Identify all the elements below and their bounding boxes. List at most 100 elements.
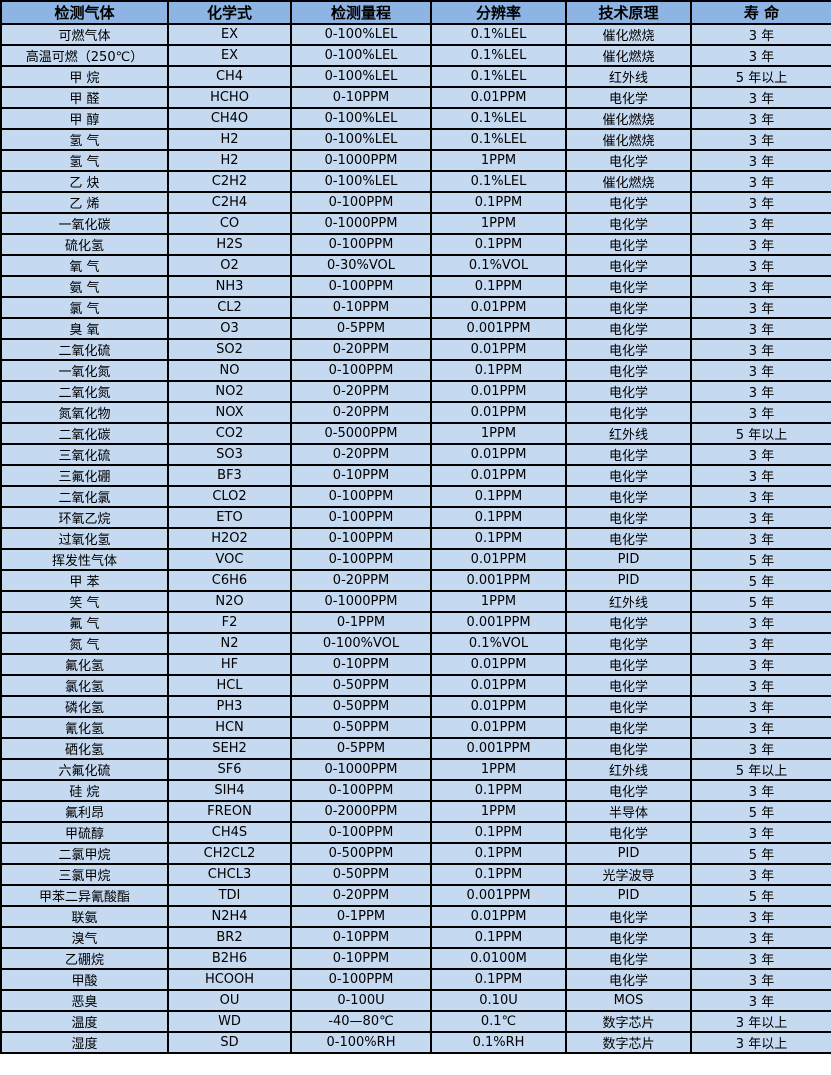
- cell-lifespan: 5 年以上: [690, 758, 831, 781]
- cell-detection-range: 0-10PPM: [290, 653, 432, 676]
- cell-resolution: 0.01PPM: [430, 905, 567, 928]
- cell-detection-range: 0-1000PPM: [290, 590, 432, 613]
- cell-lifespan: 3 年: [690, 506, 831, 529]
- cell-detection-range: 0-50PPM: [290, 863, 432, 886]
- cell-detection-range: 0-100%LEL: [290, 44, 432, 67]
- cell-lifespan: 3 年: [690, 821, 831, 844]
- cell-lifespan: 3 年: [690, 443, 831, 466]
- table-row: 氢 气 H2 0-1000PPM 1PPM 电化学 3 年: [0, 149, 831, 172]
- cell-resolution: 0.1℃: [430, 1010, 567, 1033]
- cell-technical-principle: 电化学: [565, 296, 692, 319]
- cell-resolution: 1PPM: [430, 422, 567, 445]
- table-row: 一氧化碳 CO 0-1000PPM 1PPM 电化学 3 年: [0, 212, 831, 235]
- cell-technical-principle: 半导体: [565, 800, 692, 823]
- cell-gas-name: 硒化氢: [0, 737, 169, 760]
- cell-gas-name: 三氯甲烷: [0, 863, 169, 886]
- cell-detection-range: 0-100PPM: [290, 233, 432, 256]
- cell-technical-principle: 电化学: [565, 695, 692, 718]
- cell-resolution: 0.01PPM: [430, 548, 567, 571]
- table-row: 过氧化氢 H2O2 0-100PPM 0.1PPM 电化学 3 年: [0, 527, 831, 550]
- cell-gas-name: 甲苯二异氰酸酯: [0, 884, 169, 907]
- table-row: 甲 醇 CH4O 0-100%LEL 0.1%LEL 催化燃烧 3 年: [0, 107, 831, 130]
- cell-technical-principle: 红外线: [565, 590, 692, 613]
- cell-resolution: 0.01PPM: [430, 86, 567, 109]
- cell-lifespan: 5 年: [690, 590, 831, 613]
- cell-lifespan: 3 年: [690, 716, 831, 739]
- table-row: 氯化氢 HCL 0-50PPM 0.01PPM 电化学 3 年: [0, 674, 831, 697]
- cell-lifespan: 3 年: [690, 23, 831, 46]
- cell-chemical-formula: H2: [167, 128, 292, 151]
- cell-technical-principle: 电化学: [565, 86, 692, 109]
- cell-lifespan: 3 年: [690, 317, 831, 340]
- table-row: 恶臭 OU 0-100U 0.10U MOS 3 年: [0, 989, 831, 1012]
- table-row: 二氧化氮 NO2 0-20PPM 0.01PPM 电化学 3 年: [0, 380, 831, 403]
- cell-gas-name: 三氟化硼: [0, 464, 169, 487]
- cell-lifespan: 3 年: [690, 926, 831, 949]
- cell-lifespan: 5 年以上: [690, 65, 831, 88]
- cell-lifespan: 3 年: [690, 737, 831, 760]
- cell-resolution: 0.1%LEL: [430, 65, 567, 88]
- cell-chemical-formula: C2H4: [167, 191, 292, 214]
- cell-gas-name: 二氯甲烷: [0, 842, 169, 865]
- table-row: 笑 气 N2O 0-1000PPM 1PPM 红外线 5 年: [0, 590, 831, 613]
- cell-technical-principle: PID: [565, 842, 692, 865]
- table-row: 臭 氧 O3 0-5PPM 0.001PPM 电化学 3 年: [0, 317, 831, 340]
- cell-lifespan: 3 年: [690, 611, 831, 634]
- cell-detection-range: 0-10PPM: [290, 947, 432, 970]
- cell-chemical-formula: N2O: [167, 590, 292, 613]
- cell-chemical-formula: CH4: [167, 65, 292, 88]
- table-row: 氢 气 H2 0-100%LEL 0.1%LEL 催化燃烧 3 年: [0, 128, 831, 151]
- cell-chemical-formula: SIH4: [167, 779, 292, 802]
- cell-gas-name: 二氧化氮: [0, 380, 169, 403]
- cell-resolution: 0.01PPM: [430, 443, 567, 466]
- cell-detection-range: 0-100PPM: [290, 359, 432, 382]
- cell-detection-range: 0-100%LEL: [290, 128, 432, 151]
- cell-technical-principle: 电化学: [565, 401, 692, 424]
- cell-lifespan: 5 年: [690, 548, 831, 571]
- cell-detection-range: 0-100PPM: [290, 968, 432, 991]
- cell-detection-range: 0-500PPM: [290, 842, 432, 865]
- cell-chemical-formula: HF: [167, 653, 292, 676]
- cell-resolution: 1PPM: [430, 758, 567, 781]
- cell-detection-range: 0-10PPM: [290, 464, 432, 487]
- cell-detection-range: 0-20PPM: [290, 569, 432, 592]
- cell-chemical-formula: HCHO: [167, 86, 292, 109]
- cell-detection-range: 0-20PPM: [290, 338, 432, 361]
- cell-detection-range: 0-100PPM: [290, 485, 432, 508]
- cell-detection-range: 0-10PPM: [290, 926, 432, 949]
- cell-gas-name: 甲 烷: [0, 65, 169, 88]
- cell-lifespan: 3 年: [690, 170, 831, 193]
- cell-chemical-formula: O3: [167, 317, 292, 340]
- cell-detection-range: 0-20PPM: [290, 401, 432, 424]
- cell-detection-range: 0-100PPM: [290, 527, 432, 550]
- cell-technical-principle: 电化学: [565, 716, 692, 739]
- cell-lifespan: 3 年: [690, 527, 831, 550]
- cell-detection-range: 0-100PPM: [290, 506, 432, 529]
- cell-gas-name: 乙 炔: [0, 170, 169, 193]
- cell-chemical-formula: CLO2: [167, 485, 292, 508]
- cell-technical-principle: 催化燃烧: [565, 44, 692, 67]
- cell-detection-range: 0-10PPM: [290, 86, 432, 109]
- cell-lifespan: 3 年: [690, 653, 831, 676]
- cell-technical-principle: 电化学: [565, 485, 692, 508]
- table-row: 联氨 N2H4 0-1PPM 0.01PPM 电化学 3 年: [0, 905, 831, 928]
- cell-technical-principle: 电化学: [565, 317, 692, 340]
- cell-chemical-formula: CH4S: [167, 821, 292, 844]
- cell-lifespan: 3 年: [690, 149, 831, 172]
- cell-technical-principle: 催化燃烧: [565, 170, 692, 193]
- cell-detection-range: 0-100%RH: [290, 1031, 432, 1054]
- table-row: 硅 烷 SIH4 0-100PPM 0.1PPM 电化学 3 年: [0, 779, 831, 802]
- cell-lifespan: 5 年: [690, 569, 831, 592]
- cell-resolution: 0.01PPM: [430, 464, 567, 487]
- cell-gas-name: 硫化氢: [0, 233, 169, 256]
- cell-technical-principle: 电化学: [565, 653, 692, 676]
- table-row: 甲 苯 C6H6 0-20PPM 0.001PPM PID 5 年: [0, 569, 831, 592]
- cell-technical-principle: PID: [565, 548, 692, 571]
- cell-resolution: 0.001PPM: [430, 737, 567, 760]
- cell-lifespan: 3 年: [690, 359, 831, 382]
- table-row: 氯 气 CL2 0-10PPM 0.01PPM 电化学 3 年: [0, 296, 831, 319]
- cell-resolution: 0.1%LEL: [430, 170, 567, 193]
- cell-resolution: 0.1PPM: [430, 275, 567, 298]
- cell-chemical-formula: VOC: [167, 548, 292, 571]
- cell-gas-name: 溴气: [0, 926, 169, 949]
